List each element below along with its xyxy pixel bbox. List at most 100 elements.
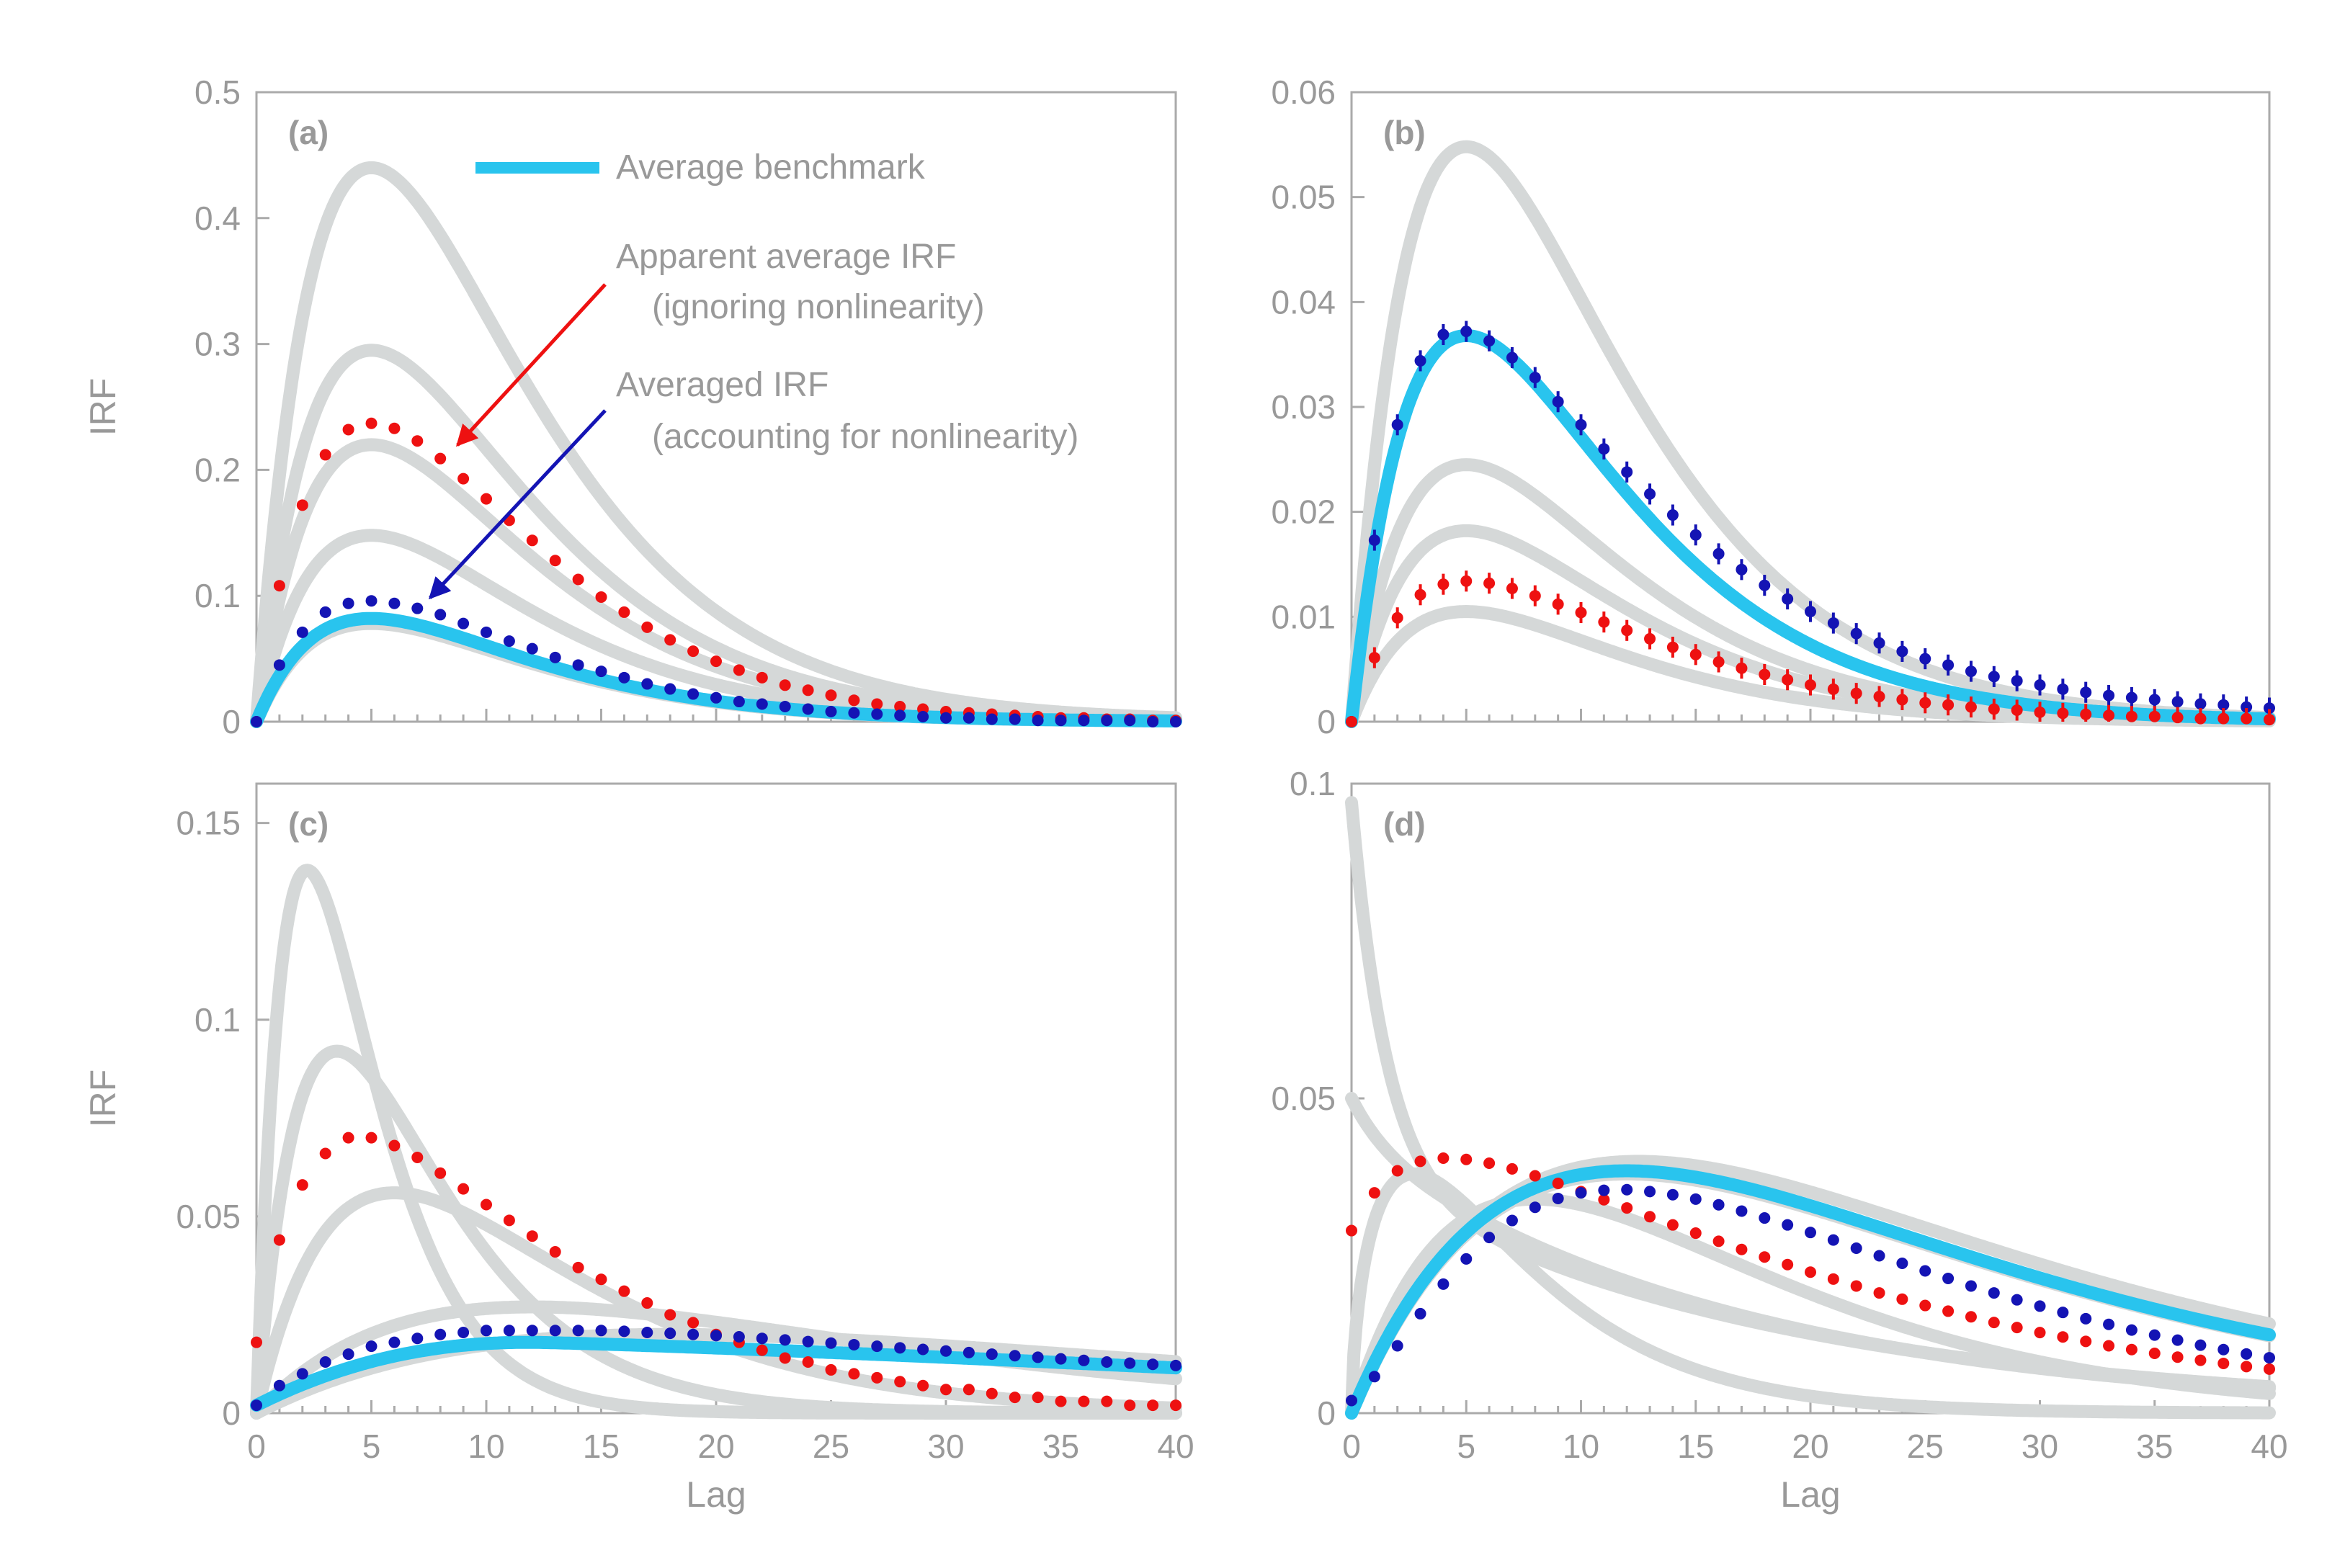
data-point bbox=[1032, 714, 1044, 726]
data-point bbox=[1170, 1399, 1182, 1411]
data-point bbox=[1437, 578, 1449, 590]
averaged-arrow bbox=[430, 411, 605, 598]
data-point bbox=[1032, 1351, 1044, 1363]
data-point bbox=[2080, 1313, 2091, 1325]
data-point bbox=[2241, 1361, 2252, 1372]
plot-frame bbox=[1352, 784, 2269, 1413]
data-point bbox=[1621, 466, 1632, 478]
data-point bbox=[527, 1325, 538, 1336]
data-point bbox=[871, 709, 883, 720]
data-point bbox=[826, 1338, 837, 1349]
data-point bbox=[1483, 1157, 1495, 1169]
data-point bbox=[641, 622, 653, 633]
data-point bbox=[1483, 578, 1495, 589]
data-point bbox=[803, 704, 814, 715]
data-point bbox=[687, 645, 699, 657]
data-point bbox=[733, 664, 745, 676]
y-tick-label: 0.1 bbox=[195, 1001, 241, 1039]
data-point bbox=[1147, 1358, 1158, 1370]
data-point bbox=[780, 1353, 791, 1364]
data-point bbox=[2057, 684, 2068, 695]
x-axis-label: Lag bbox=[1780, 1474, 1840, 1515]
data-point bbox=[1759, 1212, 1770, 1224]
data-point bbox=[411, 1332, 423, 1344]
data-point bbox=[2057, 707, 2068, 719]
data-point bbox=[917, 711, 929, 722]
data-point bbox=[1147, 716, 1158, 727]
data-point bbox=[550, 652, 561, 663]
data-point bbox=[1346, 716, 1357, 727]
panel-label: (a) bbox=[288, 114, 329, 151]
data-point bbox=[1437, 1152, 1449, 1164]
x-tick-label: 30 bbox=[2022, 1428, 2058, 1465]
data-point bbox=[596, 591, 607, 603]
data-point bbox=[871, 1340, 883, 1352]
data-point bbox=[803, 684, 814, 696]
data-point bbox=[940, 1384, 952, 1395]
data-point bbox=[1506, 352, 1518, 364]
data-point bbox=[1667, 509, 1679, 521]
data-point bbox=[1009, 1350, 1021, 1361]
data-point bbox=[1759, 580, 1770, 591]
data-point bbox=[434, 1168, 446, 1179]
y-tick-label: 0.05 bbox=[176, 1198, 241, 1235]
data-point bbox=[1851, 1280, 1862, 1291]
data-point bbox=[481, 1325, 492, 1336]
apparent-label-line1: Apparent average IRF bbox=[616, 238, 956, 276]
data-point bbox=[871, 1372, 883, 1384]
data-point bbox=[251, 1337, 262, 1348]
data-point bbox=[733, 1331, 745, 1343]
data-point bbox=[457, 473, 469, 485]
data-point bbox=[1828, 1235, 1839, 1246]
y-tick-label: 0 bbox=[1317, 1394, 1336, 1432]
data-point bbox=[527, 1230, 538, 1242]
data-point bbox=[481, 627, 492, 638]
data-point bbox=[550, 1246, 561, 1258]
data-point bbox=[756, 1345, 768, 1356]
y-axis-label: IRF bbox=[83, 1070, 123, 1128]
data-point bbox=[297, 627, 308, 638]
data-point bbox=[2172, 1335, 2184, 1346]
data-point bbox=[710, 1330, 722, 1341]
data-point bbox=[434, 609, 446, 620]
data-point bbox=[1032, 1392, 1044, 1403]
data-point bbox=[2241, 1348, 2252, 1360]
data-point bbox=[826, 689, 837, 701]
data-point bbox=[2103, 1319, 2114, 1330]
data-point bbox=[1896, 1258, 1908, 1269]
data-point bbox=[848, 694, 859, 706]
data-point bbox=[2172, 712, 2184, 723]
data-point bbox=[1621, 1184, 1632, 1196]
data-point bbox=[2194, 1340, 2206, 1351]
data-point bbox=[504, 1325, 515, 1336]
data-point bbox=[664, 684, 676, 695]
data-point bbox=[1988, 671, 2000, 682]
x-tick-label: 0 bbox=[247, 1428, 266, 1465]
data-point bbox=[894, 1376, 906, 1387]
data-point bbox=[1805, 606, 1816, 617]
data-point bbox=[251, 1399, 262, 1411]
data-point bbox=[618, 672, 630, 684]
data-point bbox=[1896, 645, 1908, 657]
data-point bbox=[388, 423, 400, 434]
data-point bbox=[1805, 1227, 1816, 1238]
data-point bbox=[2011, 1322, 2023, 1333]
x-tick-label: 25 bbox=[1907, 1428, 1944, 1465]
data-point bbox=[664, 1309, 676, 1320]
data-point bbox=[297, 499, 308, 511]
data-point bbox=[826, 1364, 837, 1376]
data-point bbox=[780, 679, 791, 691]
data-point bbox=[2103, 1340, 2114, 1351]
data-point bbox=[710, 655, 722, 667]
data-point bbox=[1851, 688, 1862, 699]
data-point bbox=[1369, 534, 1380, 546]
data-point bbox=[1713, 656, 1725, 668]
data-point bbox=[2194, 698, 2206, 709]
data-point bbox=[251, 716, 262, 727]
data-point bbox=[434, 1329, 446, 1340]
data-point bbox=[1851, 628, 1862, 640]
data-point bbox=[2034, 1327, 2046, 1338]
data-point bbox=[2264, 1363, 2275, 1375]
data-point bbox=[1690, 1227, 1702, 1239]
data-point bbox=[687, 689, 699, 700]
